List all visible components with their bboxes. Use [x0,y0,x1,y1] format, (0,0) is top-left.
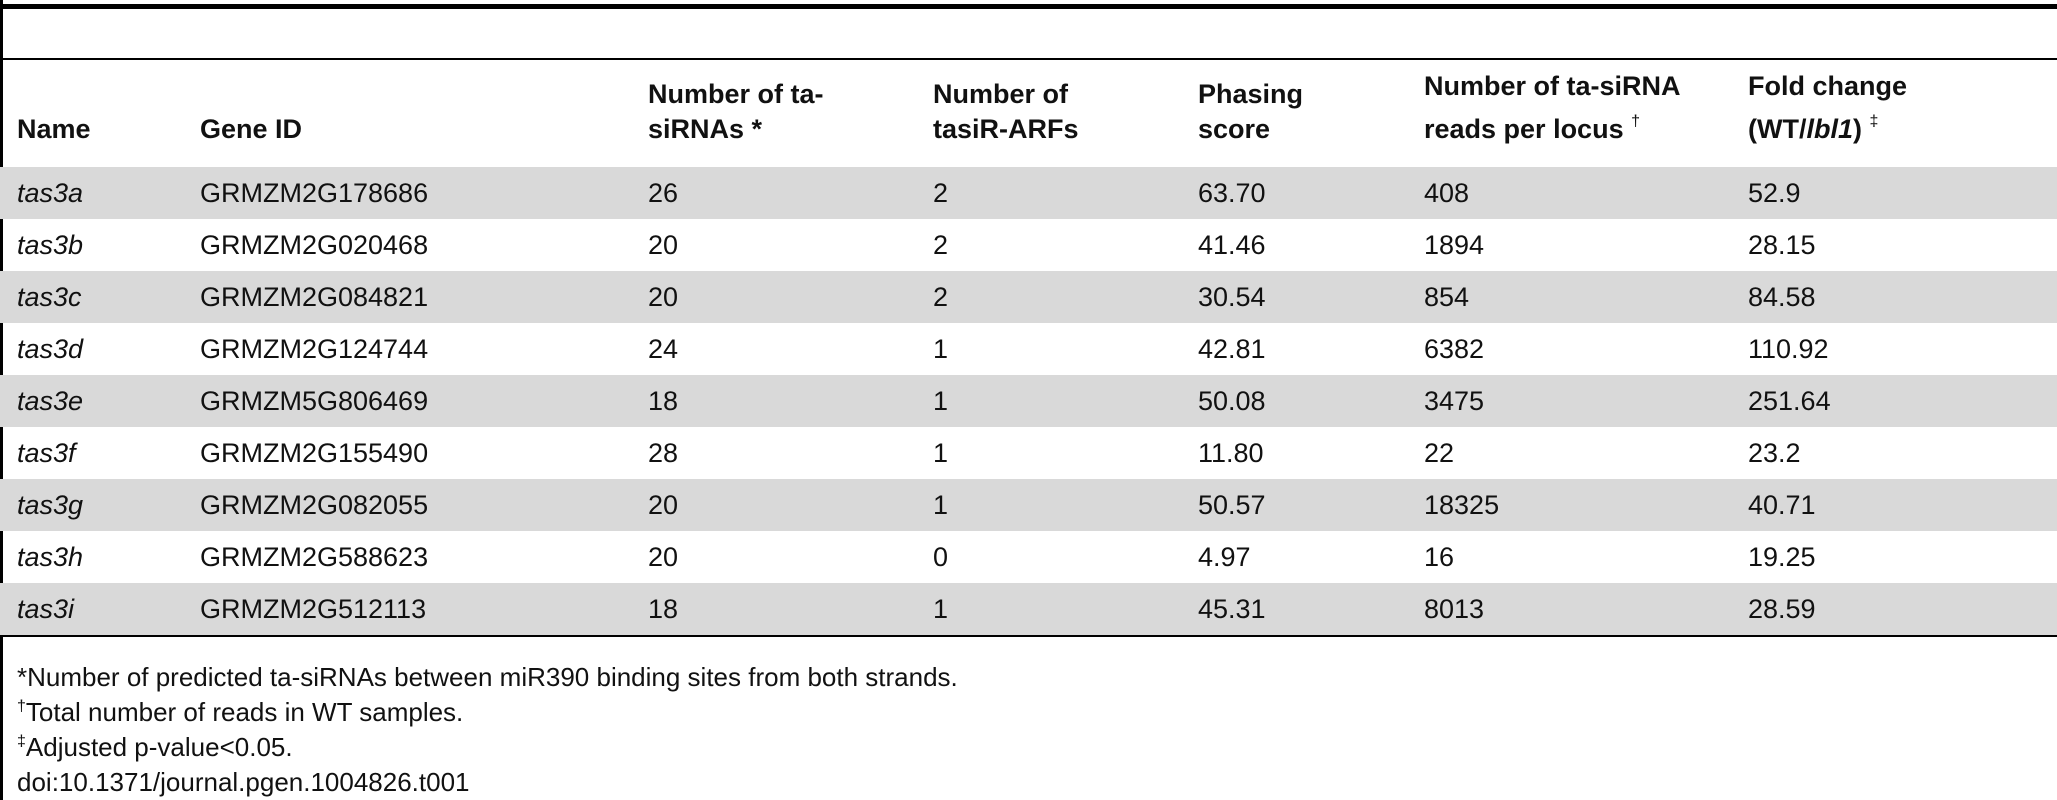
cell-num-tasirnas: 20 [648,282,679,312]
cell-num-tasirarfs: 1 [933,438,949,468]
table-footnotes: *Number of predicted ta-siRNAs between m… [17,660,958,800]
cell-fold: 28.15 [1748,230,1816,260]
header-name: Name [17,114,91,144]
cell-num-tasirnas: 28 [648,438,679,468]
cell-num-tasirarfs: 1 [933,594,949,624]
cell-reads: 854 [1424,282,1470,312]
cell-gene-id: GRMZM2G155490 [200,438,429,468]
cell-phasing: 45.31 [1198,594,1266,624]
table-bottom-rule [0,635,2057,637]
cell-fold: 110.92 [1748,334,1829,364]
cell-num-tasirnas: 18 [648,386,679,416]
cell-name: tas3e [17,386,84,416]
cell-num-tasirarfs: 2 [933,230,949,260]
table-row: tas3i GRMZM2G512113 18 1 45.31 8013 28.5… [0,583,2057,635]
cell-num-tasirnas: 26 [648,178,679,208]
cell-num-tasirnas: 20 [648,542,679,572]
cell-reads: 18325 [1424,490,1500,520]
cell-name: tas3b [17,230,84,260]
cell-phasing: 11.80 [1198,438,1264,468]
table-body: tas3a GRMZM2G178686 26 2 63.70 408 52.9 … [0,167,2057,635]
footnote-double-dagger: ‡Adjusted p-value<0.05. [17,732,293,762]
cell-name: tas3c [17,282,82,312]
table-row: tas3e GRMZM5G806469 18 1 50.08 3475 251.… [0,375,2057,427]
cell-name: tas3h [17,542,84,572]
cell-reads: 408 [1424,178,1470,208]
cell-num-tasirarfs: 2 [933,178,949,208]
cell-num-tasirnas: 20 [648,230,679,260]
header-phasing-score: Phasing score [1198,79,1304,144]
cell-reads: 6382 [1424,334,1485,364]
cell-num-tasirnas: 20 [648,490,679,520]
table-row: tas3h GRMZM2G588623 20 0 4.97 16 19.25 [0,531,2057,583]
cell-fold: 23.2 [1748,438,1801,468]
cell-fold: 84.58 [1748,282,1816,312]
table-row: tas3b GRMZM2G020468 20 2 41.46 1894 28.1… [0,219,2057,271]
cell-phasing: 50.08 [1198,386,1266,416]
header-fold-change: Fold change (WT/lbl1) ‡ [1748,71,1908,144]
double-dagger-mark: ‡ [1869,113,1879,130]
cell-phasing: 41.46 [1198,230,1266,260]
cell-num-tasirnas: 24 [648,334,679,364]
table-row: tas3c GRMZM2G084821 20 2 30.54 854 84.58 [0,271,2057,323]
cell-fold: 40.71 [1748,490,1816,520]
cell-fold: 52.9 [1748,178,1801,208]
cell-num-tasirarfs: 1 [933,334,949,364]
cell-num-tasirarfs: 1 [933,490,949,520]
cell-name: tas3g [17,490,84,520]
footnote-star: *Number of predicted ta-siRNAs between m… [17,662,958,692]
footnote-dagger: †Total number of reads in WT samples. [17,697,464,727]
cell-fold: 19.25 [1748,542,1816,572]
table-row: tas3g GRMZM2G082055 20 1 50.57 18325 40.… [0,479,2057,531]
cell-phasing: 30.54 [1198,282,1266,312]
doi-label: doi:10.1371/journal.pgen.1004826.t001 [17,767,470,797]
cell-num-tasirarfs: 2 [933,282,949,312]
cell-fold: 251.64 [1748,386,1831,416]
cell-name: tas3d [17,334,84,364]
cell-fold: 28.59 [1748,594,1816,624]
cell-phasing: 4.97 [1198,542,1251,572]
table-row: tas3f GRMZM2G155490 28 1 11.80 22 23.2 [0,427,2057,479]
table-row: tas3a GRMZM2G178686 26 2 63.70 408 52.9 [0,167,2057,219]
cell-num-tasirnas: 18 [648,594,679,624]
table-header-rule [0,58,2057,60]
header-gene-id: Gene ID [200,114,303,144]
cell-gene-id: GRMZM2G020468 [200,230,429,260]
header-number-of-tasirnas: Number of ta- siRNAs * [648,79,824,144]
dagger-mark: † [1631,113,1641,130]
cell-phasing: 42.81 [1198,334,1266,364]
cell-gene-id: GRMZM2G082055 [200,490,429,520]
cell-num-tasirarfs: 0 [933,542,949,572]
cell-name: tas3f [17,438,76,468]
cell-reads: 1894 [1424,230,1485,260]
cell-gene-id: GRMZM2G588623 [200,542,429,572]
cell-gene-id: GRMZM2G178686 [200,178,429,208]
cell-gene-id: GRMZM2G124744 [200,334,429,364]
header-reads-per-locus: Number of ta-siRNA reads per locus † [1424,71,1681,144]
cell-name: tas3a [17,178,84,208]
cell-phasing: 50.57 [1198,490,1266,520]
header-number-of-tasirarfs: Number of tasiR-ARFs [933,79,1079,144]
table-top-rule [0,4,2057,9]
cell-gene-id: GRMZM2G512113 [200,594,427,624]
table-row: tas3d GRMZM2G124744 24 1 42.81 6382 110.… [0,323,2057,375]
cell-phasing: 63.70 [1198,178,1266,208]
cell-reads: 8013 [1424,594,1485,624]
cell-name: tas3i [17,594,75,624]
cell-reads: 22 [1424,438,1455,468]
cell-gene-id: GRMZM5G806469 [200,386,429,416]
cell-reads: 3475 [1424,386,1485,416]
cell-num-tasirarfs: 1 [933,386,949,416]
cell-reads: 16 [1424,542,1455,572]
cell-gene-id: GRMZM2G084821 [200,282,429,312]
table-header: Name Gene ID Number of ta- siRNAs * Numb… [0,60,2057,155]
